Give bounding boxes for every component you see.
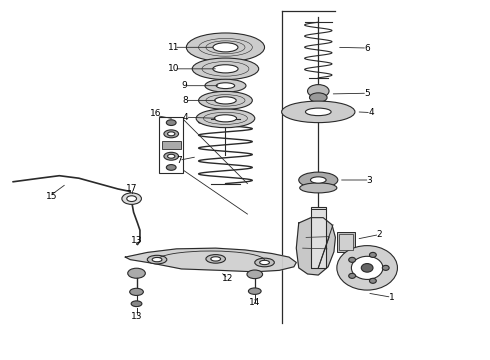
Ellipse shape xyxy=(128,268,146,278)
Text: 14: 14 xyxy=(249,298,261,307)
Bar xyxy=(159,117,183,173)
Ellipse shape xyxy=(369,252,376,257)
Text: 13: 13 xyxy=(131,236,142,245)
Ellipse shape xyxy=(205,79,246,92)
Ellipse shape xyxy=(127,196,137,202)
Ellipse shape xyxy=(168,154,175,158)
Bar xyxy=(337,232,355,252)
Ellipse shape xyxy=(310,93,327,102)
Ellipse shape xyxy=(300,183,337,193)
Ellipse shape xyxy=(147,255,167,264)
Ellipse shape xyxy=(369,278,376,283)
Polygon shape xyxy=(125,248,296,272)
Ellipse shape xyxy=(211,257,220,261)
Text: 4: 4 xyxy=(183,113,188,122)
Text: 5: 5 xyxy=(364,89,370,98)
Ellipse shape xyxy=(299,172,338,188)
Ellipse shape xyxy=(198,91,252,109)
Ellipse shape xyxy=(215,97,236,104)
Text: 1: 1 xyxy=(389,293,394,302)
Ellipse shape xyxy=(282,101,355,123)
Text: 10: 10 xyxy=(169,64,180,73)
Ellipse shape xyxy=(305,108,331,116)
Ellipse shape xyxy=(168,132,175,136)
Text: 9: 9 xyxy=(181,81,187,90)
Text: 6: 6 xyxy=(364,44,370,53)
Text: 3: 3 xyxy=(367,176,372,185)
Bar xyxy=(339,234,353,250)
Ellipse shape xyxy=(214,115,237,122)
Ellipse shape xyxy=(196,109,255,128)
Text: 7: 7 xyxy=(176,156,182,165)
Ellipse shape xyxy=(192,58,259,80)
Ellipse shape xyxy=(216,83,235,89)
Text: 12: 12 xyxy=(222,274,234,283)
Ellipse shape xyxy=(351,256,383,279)
Ellipse shape xyxy=(349,273,356,278)
Ellipse shape xyxy=(213,65,238,73)
Ellipse shape xyxy=(166,120,176,126)
Ellipse shape xyxy=(361,264,373,272)
Text: 15: 15 xyxy=(46,192,58,201)
Ellipse shape xyxy=(260,260,270,265)
Ellipse shape xyxy=(349,257,356,262)
Ellipse shape xyxy=(308,85,329,98)
Ellipse shape xyxy=(166,165,176,170)
Ellipse shape xyxy=(382,265,389,270)
Bar xyxy=(311,207,326,268)
Ellipse shape xyxy=(186,33,265,62)
Bar xyxy=(162,141,180,149)
Ellipse shape xyxy=(206,255,225,263)
Ellipse shape xyxy=(164,130,178,138)
Text: 2: 2 xyxy=(376,230,382,239)
Text: 16: 16 xyxy=(150,109,161,118)
Text: 4: 4 xyxy=(368,108,374,117)
Ellipse shape xyxy=(131,301,142,307)
Ellipse shape xyxy=(247,270,263,279)
Ellipse shape xyxy=(122,193,142,204)
Ellipse shape xyxy=(130,288,144,296)
Ellipse shape xyxy=(337,246,397,290)
Ellipse shape xyxy=(152,257,162,262)
Text: 17: 17 xyxy=(126,184,137,193)
Ellipse shape xyxy=(311,177,326,183)
Text: 13: 13 xyxy=(131,312,142,321)
Text: 11: 11 xyxy=(169,43,180,52)
Polygon shape xyxy=(296,218,335,275)
Ellipse shape xyxy=(248,288,261,294)
Text: 8: 8 xyxy=(182,96,188,105)
Ellipse shape xyxy=(255,258,274,267)
Ellipse shape xyxy=(213,43,238,52)
Ellipse shape xyxy=(164,152,178,160)
